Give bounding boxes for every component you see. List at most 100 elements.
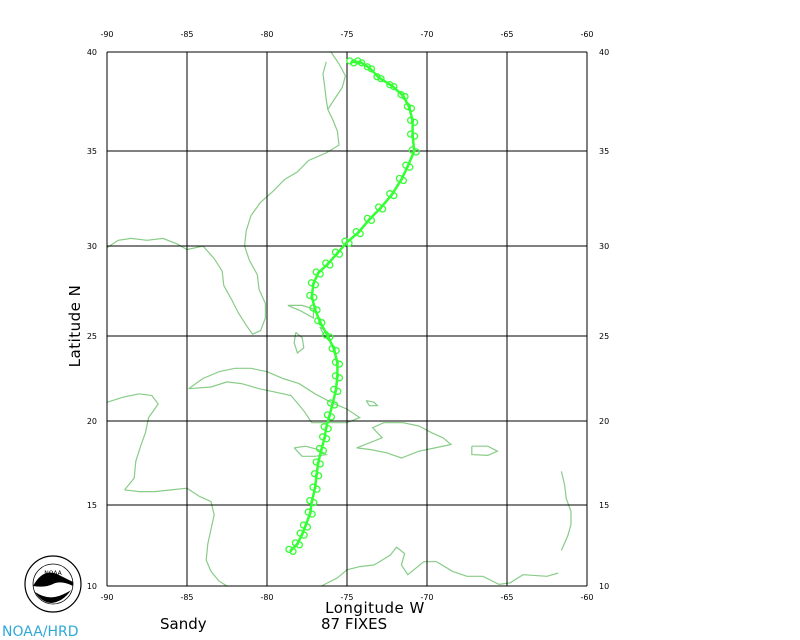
longitude-tick-label: -70 <box>420 593 433 602</box>
longitude-tick-label: -60 <box>580 593 593 602</box>
fix-marker <box>335 374 344 382</box>
coastline-yucatan <box>106 393 159 491</box>
fix-marker <box>390 192 398 200</box>
longitude-tick-label: -85 <box>180 30 193 39</box>
coastline-great-inagua <box>365 400 379 407</box>
fix-marker <box>304 508 312 516</box>
fix-marker <box>386 190 394 198</box>
fix-marker <box>326 261 334 269</box>
longitude-tick-label: -75 <box>340 593 353 602</box>
fix-marker <box>314 472 323 480</box>
fix-marker <box>312 458 320 466</box>
latitude-tick-label: 15 <box>87 501 97 510</box>
fix-marker <box>395 174 404 183</box>
coastline-bahamas-andros <box>293 331 305 355</box>
fix-marker <box>308 510 316 518</box>
longitude-tick-label: -80 <box>260 593 273 602</box>
fix-marker <box>358 59 366 67</box>
fix-marker <box>406 116 415 124</box>
longitude-tick-label: -80 <box>260 30 273 39</box>
fix-marker <box>285 545 293 554</box>
fix-marker <box>335 360 344 368</box>
fix-marker <box>310 293 318 302</box>
coastline-us-east <box>106 51 347 335</box>
fix-marker <box>296 529 304 537</box>
fix-marker <box>324 425 332 433</box>
fix-marker <box>328 344 336 353</box>
coastline-puerto-rico <box>471 445 499 457</box>
fix-marker <box>316 460 324 468</box>
fix-marker <box>331 358 340 366</box>
fix-marker <box>356 230 364 238</box>
latitude-tick-label: 30 <box>87 242 97 251</box>
fix-marker <box>410 132 419 140</box>
coastline-south-america <box>321 546 559 587</box>
fix-marker <box>363 63 372 71</box>
fix-marker <box>334 387 342 396</box>
fix-marker <box>341 237 349 245</box>
fix-marker <box>310 498 318 507</box>
storm-name: Sandy <box>160 615 207 633</box>
longitude-tick-label: -90 <box>100 30 113 39</box>
fix-marker <box>313 485 321 493</box>
fix-marker <box>314 316 322 325</box>
fix-marker <box>331 372 340 380</box>
coastline-lesser-antilles <box>560 471 572 551</box>
coastline-bahamas-abaco <box>287 304 314 320</box>
logo-text: NOAA <box>44 570 62 577</box>
fix-marker <box>300 531 308 539</box>
lat-lon-gridlines <box>106 51 588 587</box>
fix-marker <box>303 523 312 531</box>
latitude-tick-label: 15 <box>599 501 609 510</box>
fix-marker <box>390 83 398 91</box>
fix-marker <box>312 268 320 276</box>
fix-marker <box>331 248 340 256</box>
fix-marker <box>374 203 383 211</box>
fix-marker <box>330 385 338 394</box>
fix-marker <box>322 331 330 339</box>
fix-marker <box>327 413 336 421</box>
axis-tick-labels: -90 -90 -85 -85 -80 -80 -75 -75 -70 -70 -65 -65 -60 -… <box>87 30 609 602</box>
fix-marker <box>322 259 330 267</box>
fix-marker <box>354 57 362 65</box>
fix-marker <box>332 346 340 355</box>
fix-marker <box>402 161 410 169</box>
coastline-cuba <box>188 367 362 424</box>
fix-marker <box>345 239 353 247</box>
longitude-tick-label: -65 <box>500 30 513 39</box>
fix-marker <box>306 496 314 505</box>
latitude-tick-label: 20 <box>87 417 97 426</box>
fix-marker <box>386 81 394 89</box>
fix-marker <box>320 423 328 431</box>
longitude-tick-label: -75 <box>340 30 353 39</box>
latitude-tick-label: 25 <box>599 332 609 341</box>
fix-marker <box>403 102 412 111</box>
fix-marker <box>291 539 300 547</box>
fix-marker <box>322 435 331 443</box>
fix-marker <box>330 401 339 409</box>
fix-marker <box>367 65 376 73</box>
fix-marker <box>309 483 317 491</box>
x-axis-title: Longitude W <box>325 599 425 617</box>
latitude-tick-label: 10 <box>599 582 609 591</box>
fix-marker <box>408 146 416 154</box>
fix-marker <box>352 228 360 236</box>
fix-marker <box>309 304 317 312</box>
fix-marker <box>306 291 314 300</box>
longitude-tick-label: -60 <box>580 30 593 39</box>
fix-marker <box>346 57 354 65</box>
fix-marker <box>399 176 408 185</box>
fix-marker <box>299 521 308 529</box>
fix-marker <box>410 118 419 126</box>
fix-marker <box>378 205 387 213</box>
fix-marker <box>319 446 328 455</box>
latitude-tick-label: 10 <box>87 582 97 591</box>
fix-marker <box>363 214 372 223</box>
fix-marker <box>335 250 344 258</box>
fix-marker <box>406 130 415 138</box>
y-axis-title: Latitude N <box>66 285 84 368</box>
fix-marker <box>289 547 297 556</box>
fix-marker <box>373 73 381 81</box>
coastline-central-america <box>124 487 228 587</box>
